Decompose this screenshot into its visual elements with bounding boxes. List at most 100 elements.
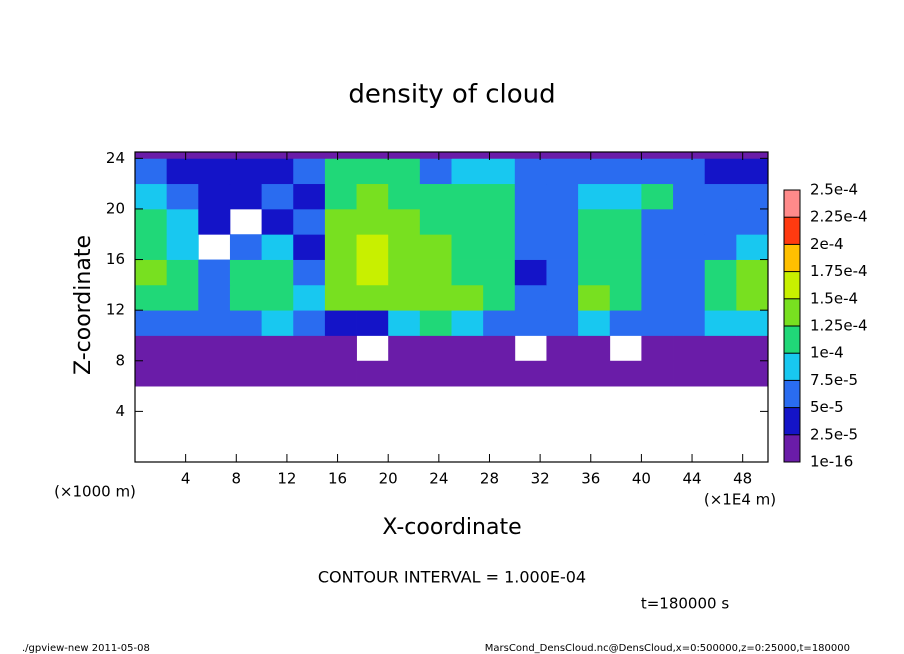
- cell: [324, 234, 357, 260]
- cell: [135, 183, 168, 210]
- colorbar-label: 1.25e-4: [810, 317, 868, 335]
- cell: [514, 284, 547, 311]
- cell: [514, 208, 547, 235]
- cell: [451, 183, 484, 210]
- cell: [356, 208, 389, 235]
- x-tick-label: 16: [328, 470, 347, 488]
- cell: [261, 360, 294, 387]
- cell: [736, 310, 769, 336]
- cell: [198, 208, 231, 235]
- cell: [198, 360, 231, 387]
- cell: [704, 158, 737, 185]
- cell: [483, 208, 516, 235]
- cell: [641, 259, 674, 286]
- cell: [609, 208, 642, 235]
- cell: [419, 310, 452, 336]
- chart-title: density of cloud: [348, 80, 555, 110]
- cell: [166, 158, 199, 185]
- colorbar-label: 1e-16: [810, 453, 853, 471]
- cell: [578, 234, 611, 260]
- x-tick-label: 44: [682, 470, 701, 488]
- cell: [641, 234, 674, 260]
- cell: [229, 158, 262, 185]
- cell: [293, 310, 326, 336]
- colorbar-band: [784, 217, 800, 245]
- cell: [419, 284, 452, 311]
- cell: [135, 310, 168, 336]
- cell: [546, 183, 579, 210]
- colorbar-band: [784, 407, 800, 435]
- colorbar-band: [784, 380, 800, 408]
- cell: [419, 259, 452, 286]
- x-tick-label: 32: [531, 470, 550, 488]
- cell: [514, 234, 547, 260]
- x-tick-label: 24: [429, 470, 448, 488]
- cell: [135, 360, 168, 387]
- cell: [135, 234, 168, 260]
- cell: [451, 310, 484, 336]
- cell: [451, 158, 484, 185]
- x-tick-label: 36: [581, 470, 600, 488]
- cell: [736, 335, 769, 362]
- cell: [261, 259, 294, 286]
- cell: [388, 310, 421, 336]
- cell: [388, 152, 421, 159]
- cell: [229, 234, 262, 260]
- cell: [356, 152, 389, 159]
- footer-left: ./gpview-new 2011-05-08: [22, 643, 150, 654]
- y-units: (×1000 m): [54, 483, 136, 501]
- cell: [546, 310, 579, 336]
- cell: [641, 158, 674, 185]
- cell: [641, 360, 674, 387]
- cell: [229, 310, 262, 336]
- cell: [135, 158, 168, 185]
- cell: [514, 152, 547, 159]
- cell: [166, 208, 199, 235]
- cell: [736, 259, 769, 286]
- cell: [578, 158, 611, 185]
- cell: [324, 158, 357, 185]
- colorbar-label: 1.75e-4: [810, 262, 868, 280]
- cell: [546, 234, 579, 260]
- cell: [166, 183, 199, 210]
- cell: [451, 360, 484, 387]
- cell: [229, 284, 262, 311]
- cell: [135, 284, 168, 311]
- y-tick-label: 4: [115, 402, 125, 420]
- time-label: t=180000 s: [641, 595, 729, 613]
- cell: [483, 360, 516, 387]
- cell: [324, 183, 357, 210]
- cell: [483, 152, 516, 159]
- cell: [293, 360, 326, 387]
- cell: [546, 259, 579, 286]
- cell: [229, 152, 262, 159]
- cell: [356, 284, 389, 311]
- cell: [229, 360, 262, 387]
- y-tick-label: 24: [106, 149, 125, 167]
- cell: [261, 158, 294, 185]
- contour-interval: CONTOUR INTERVAL = 1.000E-04: [318, 568, 586, 587]
- cell: [578, 284, 611, 311]
- cell: [135, 335, 168, 362]
- cell: [546, 360, 579, 387]
- cell: [673, 152, 706, 159]
- colorbar-label: 5e-5: [810, 398, 844, 416]
- cell: [578, 183, 611, 210]
- cell: [483, 234, 516, 260]
- cell: [704, 183, 737, 210]
- cell: [198, 259, 231, 286]
- cell: [324, 360, 357, 387]
- cell: [451, 208, 484, 235]
- cell: [704, 259, 737, 286]
- cell: [641, 310, 674, 336]
- colorbar-band: [784, 271, 800, 299]
- cell: [451, 259, 484, 286]
- y-axis-label: Z-coordinate: [71, 235, 96, 375]
- cell: [166, 360, 199, 387]
- cell: [293, 152, 326, 159]
- cell: [736, 208, 769, 235]
- cell: [641, 183, 674, 210]
- cell: [578, 310, 611, 336]
- cell: [261, 152, 294, 159]
- cell: [704, 152, 737, 159]
